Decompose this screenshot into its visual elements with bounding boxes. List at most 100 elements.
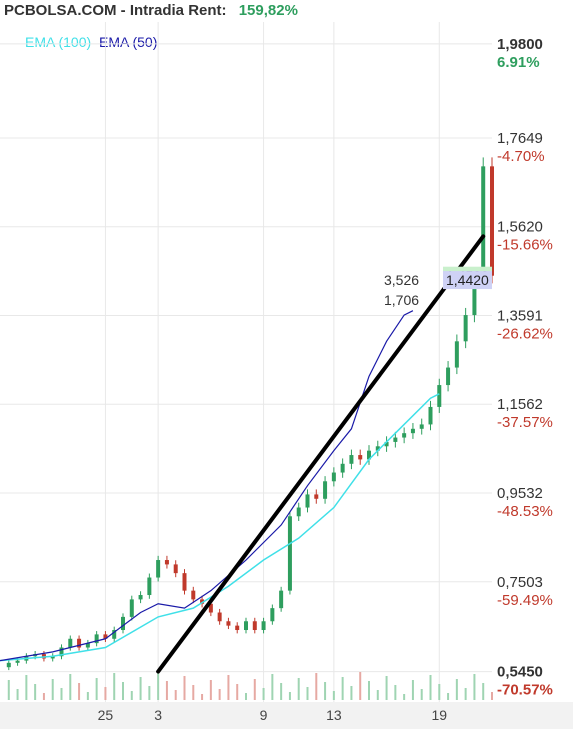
volume-bar xyxy=(95,678,98,700)
price-tick-label: 1,9800 xyxy=(497,36,543,53)
volume-bar xyxy=(165,681,168,700)
candle-body xyxy=(287,516,292,591)
volume-bar xyxy=(174,690,177,700)
candle-body xyxy=(305,494,310,508)
pct-tick-label: -4.70% xyxy=(497,148,545,165)
candle-body xyxy=(437,385,442,407)
volume-bar xyxy=(306,687,309,700)
rent-value: 159,82% xyxy=(238,2,298,19)
volume-bar xyxy=(455,679,458,700)
candle-body xyxy=(270,608,275,622)
candle-body xyxy=(6,662,11,668)
volume-bar xyxy=(201,694,204,700)
x-tick-label: 9 xyxy=(260,707,268,723)
volume-bar xyxy=(315,673,318,700)
candle-body xyxy=(85,643,90,648)
pct-tick-label: -70.57% xyxy=(497,682,553,699)
price-tick-label: 1,7649 xyxy=(497,130,543,147)
volume-bar xyxy=(385,676,388,700)
ema100-line xyxy=(0,393,440,662)
volume-bar xyxy=(236,684,239,700)
candle-body xyxy=(244,621,248,631)
candle-body xyxy=(314,494,319,499)
candle-body xyxy=(191,590,196,600)
candle-body xyxy=(358,455,363,460)
candle-body xyxy=(419,424,424,429)
site-name: PCBOLSA.COM xyxy=(4,2,117,19)
volume-bar xyxy=(394,685,397,700)
price-tick-label: 1,5620 xyxy=(497,219,543,236)
x-tick-label: 19 xyxy=(431,707,447,723)
candle-body xyxy=(156,560,161,578)
candle-body xyxy=(15,660,20,663)
overlay-value-label: 1,706 xyxy=(384,292,419,308)
volume-bar xyxy=(218,689,221,700)
candle-body xyxy=(217,612,222,622)
candle-body xyxy=(200,599,205,604)
volume-bar xyxy=(139,677,142,700)
volume-bar xyxy=(42,693,45,700)
volume-bar xyxy=(368,681,370,700)
candle-body xyxy=(367,450,371,460)
candle-body xyxy=(50,656,55,659)
volume-bar xyxy=(482,683,485,700)
candle-body xyxy=(208,603,213,613)
volume-bar xyxy=(34,684,37,700)
chart-mode: Intradia xyxy=(129,2,185,19)
pct-tick-label: -15.66% xyxy=(497,237,553,254)
candle-body xyxy=(121,616,125,631)
volume-bar xyxy=(122,682,124,700)
candle-body xyxy=(182,573,187,591)
candle-body xyxy=(331,472,336,482)
legend-ema50[interactable]: EMA (50) xyxy=(99,34,158,50)
candle-body xyxy=(375,446,380,451)
candle-body xyxy=(296,507,301,517)
pct-tick-label: -59.49% xyxy=(497,592,553,609)
volume-bar xyxy=(253,679,256,700)
volume-bar xyxy=(113,673,116,700)
volume-bar xyxy=(271,674,274,700)
candle-body xyxy=(454,341,459,368)
legend-ema100[interactable]: EMA (100) xyxy=(25,34,92,50)
volume-bar xyxy=(403,694,406,700)
volume-bar xyxy=(491,692,493,700)
pct-tick-label: -48.53% xyxy=(497,503,553,520)
volume-bar xyxy=(157,672,160,700)
volume-bar xyxy=(473,674,476,700)
candle-body xyxy=(112,630,117,639)
candle-body xyxy=(384,441,389,447)
ema-value-tag-bg xyxy=(443,271,492,290)
volume-bar xyxy=(359,672,362,700)
overlay-value-label: 3,526 xyxy=(384,272,419,288)
volume-bar xyxy=(341,677,344,700)
candle-body xyxy=(349,455,354,464)
volume-bar xyxy=(245,693,247,700)
candle-body xyxy=(410,428,415,434)
volume-bar xyxy=(438,684,441,700)
volume-bar xyxy=(148,686,151,700)
volume-bar xyxy=(262,688,265,700)
volume-bar xyxy=(209,680,212,700)
candle-body xyxy=(129,599,134,617)
volume-bar xyxy=(60,688,63,700)
volume-bar xyxy=(51,679,54,700)
volume-bar xyxy=(78,683,81,700)
candle-body xyxy=(235,625,240,631)
volume-bar xyxy=(280,683,283,700)
volume-bar xyxy=(192,685,195,700)
candle-body xyxy=(103,634,108,639)
candle-body xyxy=(68,638,73,648)
candle-body xyxy=(164,560,169,565)
volume-bar xyxy=(420,689,423,700)
candle-body xyxy=(138,595,143,600)
volume-bar xyxy=(130,691,133,700)
candle-body xyxy=(261,621,266,631)
price-tick-label: 1,1562 xyxy=(497,396,543,413)
candle-body xyxy=(173,564,178,574)
candle-body xyxy=(393,437,398,442)
x-tick-label: 13 xyxy=(326,707,342,723)
volume-bar xyxy=(350,686,353,700)
volume-bar xyxy=(288,692,291,700)
volume-bar xyxy=(25,675,28,700)
